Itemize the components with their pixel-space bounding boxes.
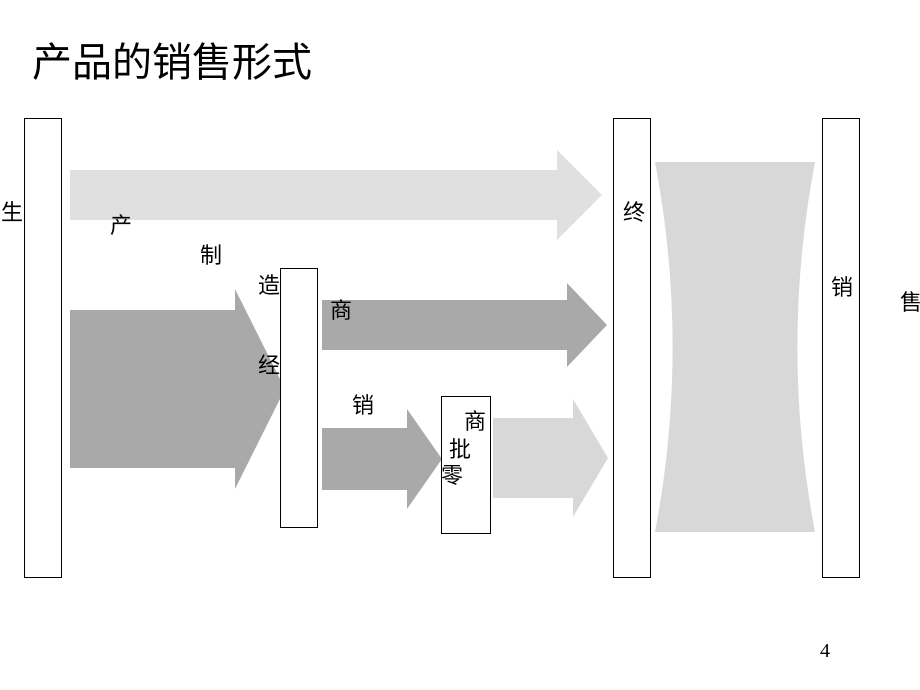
arrow-top-long <box>70 150 602 240</box>
arrow-distributor-to-wholesaler <box>322 409 442 509</box>
box-retailer <box>822 118 860 578</box>
ribbon-terminal-to-retailer <box>655 162 815 532</box>
label-ling: 零 <box>441 458 463 490</box>
page-number: 4 <box>820 640 830 663</box>
label-zao: 造 <box>258 268 280 300</box>
label-sheng: 生 <box>1 195 23 227</box>
label-jing: 经 <box>258 348 280 380</box>
label-chan: 产 <box>110 208 132 240</box>
label-shou: 售 <box>900 285 920 317</box>
box-producer <box>24 118 62 578</box>
arrow-distributor-to-terminal <box>322 283 607 367</box>
label-xiao: 销 <box>352 388 374 420</box>
label-zhi: 制 <box>200 238 222 270</box>
slide-title: 产品的销售形式 <box>32 30 312 88</box>
arrow-producer-to-distributor <box>70 289 285 489</box>
label-zhong: 终 <box>623 195 645 227</box>
arrow-wholesaler-to-terminal <box>493 399 608 517</box>
label-shang1: 商 <box>330 293 352 325</box>
box-terminal <box>613 118 651 578</box>
label-xiao2: 销 <box>831 270 853 302</box>
box-distributor <box>280 268 318 528</box>
